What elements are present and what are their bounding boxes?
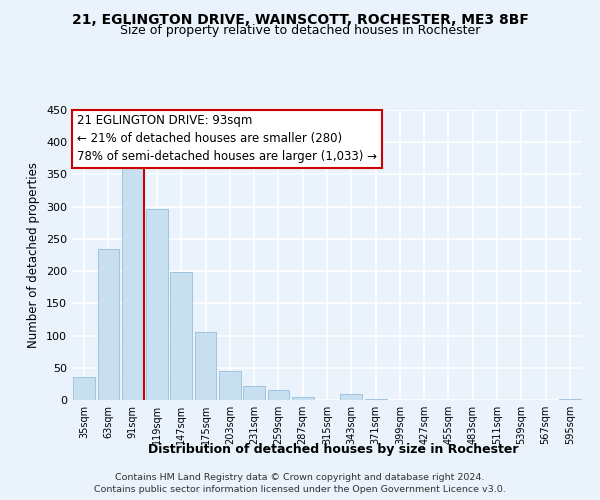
Bar <box>122 162 143 400</box>
Bar <box>292 398 314 400</box>
Text: 21 EGLINGTON DRIVE: 93sqm
← 21% of detached houses are smaller (280)
78% of semi: 21 EGLINGTON DRIVE: 93sqm ← 21% of detac… <box>77 114 377 164</box>
Bar <box>146 208 168 400</box>
Text: Size of property relative to detached houses in Rochester: Size of property relative to detached ho… <box>120 24 480 37</box>
Text: Distribution of detached houses by size in Rochester: Distribution of detached houses by size … <box>148 442 518 456</box>
Bar <box>219 371 241 400</box>
Text: Contains HM Land Registry data © Crown copyright and database right 2024.: Contains HM Land Registry data © Crown c… <box>115 472 485 482</box>
Bar <box>170 272 192 400</box>
Bar <box>73 378 95 400</box>
Bar <box>97 248 119 400</box>
Y-axis label: Number of detached properties: Number of detached properties <box>28 162 40 348</box>
Bar <box>268 390 289 400</box>
Bar <box>340 394 362 400</box>
Text: 21, EGLINGTON DRIVE, WAINSCOTT, ROCHESTER, ME3 8BF: 21, EGLINGTON DRIVE, WAINSCOTT, ROCHESTE… <box>71 12 529 26</box>
Bar <box>194 332 217 400</box>
Text: Contains public sector information licensed under the Open Government Licence v3: Contains public sector information licen… <box>94 485 506 494</box>
Bar <box>243 386 265 400</box>
